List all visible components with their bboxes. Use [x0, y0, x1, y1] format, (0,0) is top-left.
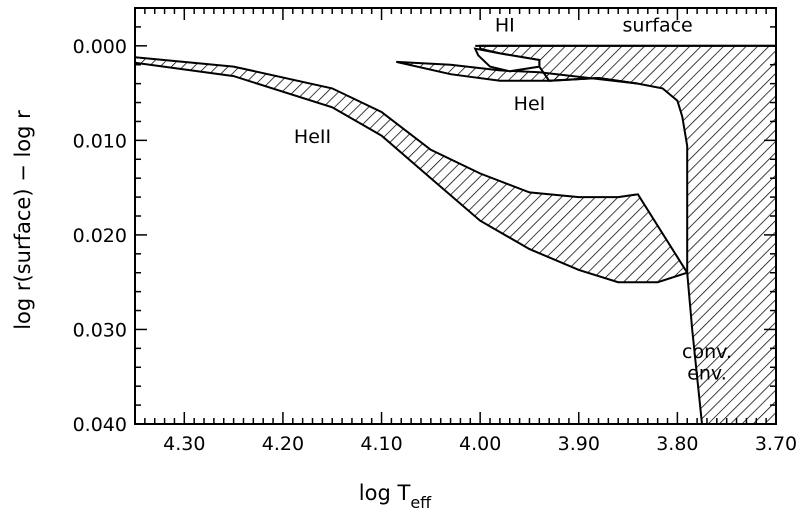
x-axis-title-main: log T	[359, 481, 411, 505]
x-tick-label: 3.90	[558, 433, 600, 455]
y-tick-label: 0.030	[73, 319, 127, 341]
y-tick-label: 0.010	[73, 130, 127, 152]
x-tick-label: 4.10	[360, 433, 402, 455]
y-tick-label: 0.000	[73, 36, 127, 58]
annotation-conv: conv.	[682, 341, 732, 363]
y-tick-label: 0.040	[73, 414, 127, 436]
y-tick-label: 0.020	[73, 225, 127, 247]
x-axis-title-subscript: eff	[410, 493, 432, 512]
x-tick-label: 4.30	[163, 433, 205, 455]
heii-region	[134, 56, 689, 284]
annotation-env: env.	[687, 363, 727, 385]
x-axis-title: log Teff	[359, 481, 432, 512]
x-tick-label: 3.80	[656, 433, 698, 455]
x-tick-label: 3.70	[755, 433, 797, 455]
x-tick-label: 4.20	[262, 433, 304, 455]
ticks	[134, 7, 777, 425]
annotation-hei: HeI	[514, 93, 546, 115]
x-tick-label: 4.00	[459, 433, 501, 455]
annotation-surface: surface	[623, 15, 693, 37]
y-axis-title: log r(surface) − log r	[11, 110, 35, 330]
hi-region	[473, 47, 541, 73]
annotation-heii: HeII	[294, 126, 331, 148]
annotation-hi: HI	[495, 15, 515, 37]
tick-labels: 4.30 4.20 4.10 4.00 3.90 3.80 3.70 0.000 0.010 0.…	[73, 36, 798, 455]
